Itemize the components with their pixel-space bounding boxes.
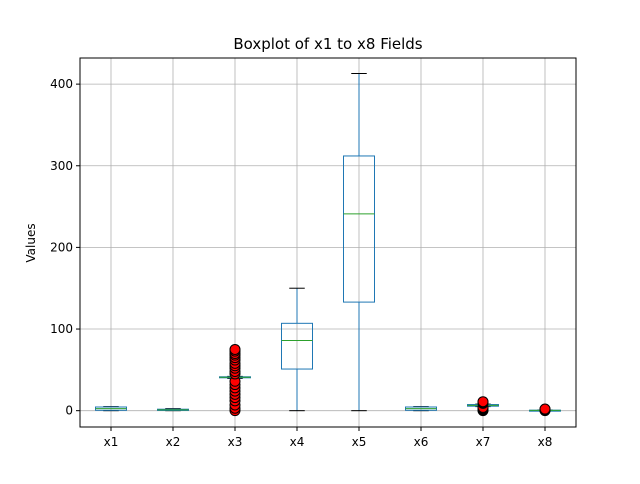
outlier-point xyxy=(229,343,241,355)
x-tick-label: x6 xyxy=(414,435,429,449)
box-x8 xyxy=(529,403,561,417)
box-x3 xyxy=(219,343,251,417)
box-x6 xyxy=(405,406,437,412)
box-x7 xyxy=(467,396,499,417)
grid-layer xyxy=(80,58,576,427)
y-tick-label: 0 xyxy=(65,404,73,418)
axis-layer: 0 100 200 300 400 x1 x2 x3 x4 x5 x6 x7 x8 xyxy=(50,57,577,449)
x-tick-label: x4 xyxy=(290,435,305,449)
box-iqr xyxy=(343,155,375,303)
outlier-point xyxy=(477,396,489,408)
y-tick-label: 400 xyxy=(50,77,73,91)
y-tick-label: 200 xyxy=(50,240,73,254)
plot-frame xyxy=(79,57,577,428)
x-tick-label: x2 xyxy=(166,435,181,449)
x-tick-label: x3 xyxy=(228,435,243,449)
chart-title: Boxplot of x1 to x8 Fields xyxy=(233,35,422,53)
box-x2 xyxy=(157,408,189,412)
box-iqr xyxy=(281,322,313,370)
box-layer xyxy=(95,73,561,417)
y-tick-label: 100 xyxy=(50,322,73,336)
x-tick-label: x7 xyxy=(476,435,491,449)
outlier-point xyxy=(539,403,551,415)
box-x1 xyxy=(95,406,127,412)
x-tick-label: x5 xyxy=(352,435,367,449)
box-x5 xyxy=(343,73,375,412)
y-axis-label: Values xyxy=(24,223,38,262)
y-tick-label: 300 xyxy=(50,159,73,173)
x-tick-label: x8 xyxy=(538,435,553,449)
box-x4 xyxy=(281,287,313,412)
x-tick-label: x1 xyxy=(104,435,119,449)
